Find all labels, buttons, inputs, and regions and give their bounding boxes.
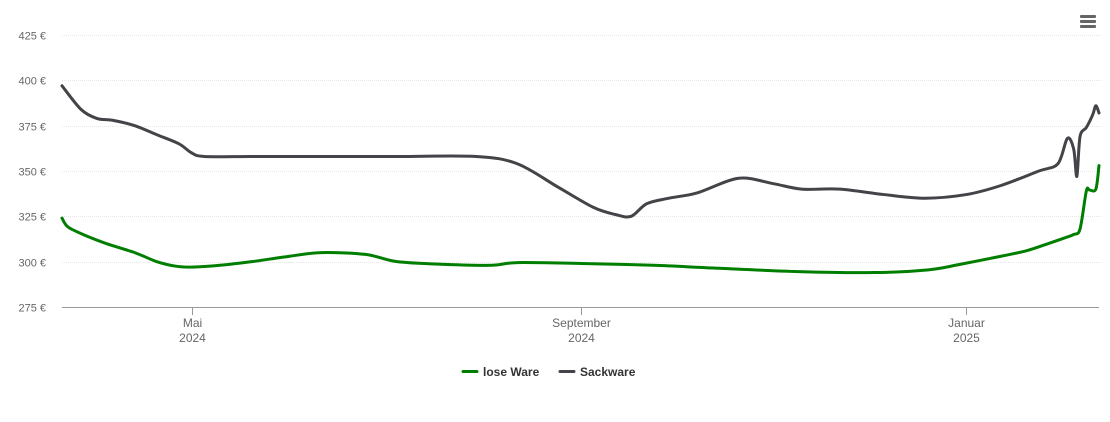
- menu-icon-bar: [1080, 20, 1096, 23]
- series-line: [60, 164, 1101, 275]
- legend-item[interactable]: lose Ware: [461, 365, 540, 379]
- y-tick-label: 300 €: [18, 258, 46, 270]
- y-tick-label: 400 €: [18, 76, 46, 88]
- x-tick-label-month: September: [552, 316, 611, 330]
- x-tick-label-month: Mai: [183, 316, 202, 330]
- legend-label: Sackware: [580, 365, 636, 379]
- chart-menu-button[interactable]: [1074, 10, 1100, 34]
- grid-lines: [62, 35, 1101, 263]
- y-tick-label: 325 €: [18, 212, 46, 224]
- x-axis: [62, 307, 1099, 315]
- menu-icon-bar: [1080, 25, 1096, 28]
- x-tick-label-year: 2024: [568, 331, 595, 345]
- legend: lose Ware Sackware: [461, 365, 636, 379]
- menu-icon-bar: [1080, 15, 1096, 18]
- x-tick-label-year: 2025: [953, 331, 980, 345]
- series-lose-ware: [60, 164, 1101, 275]
- legend-item[interactable]: Sackware: [558, 365, 636, 379]
- legend-label: lose Ware: [483, 365, 540, 379]
- y-axis-labels: 275 € 300 € 325 € 350 € 375 € 400 € 425 €: [18, 31, 46, 315]
- series-lines: [60, 84, 1101, 275]
- y-tick-label: 375 €: [18, 122, 46, 134]
- y-tick-label: 425 €: [18, 31, 46, 43]
- x-tick-label-year: 2024: [179, 331, 206, 345]
- y-tick-label: 350 €: [18, 167, 46, 179]
- x-tick-label-month: Januar: [948, 316, 985, 330]
- y-tick-label: 275 €: [18, 303, 46, 315]
- series-sackware: [60, 84, 1101, 219]
- series-line: [60, 84, 1101, 219]
